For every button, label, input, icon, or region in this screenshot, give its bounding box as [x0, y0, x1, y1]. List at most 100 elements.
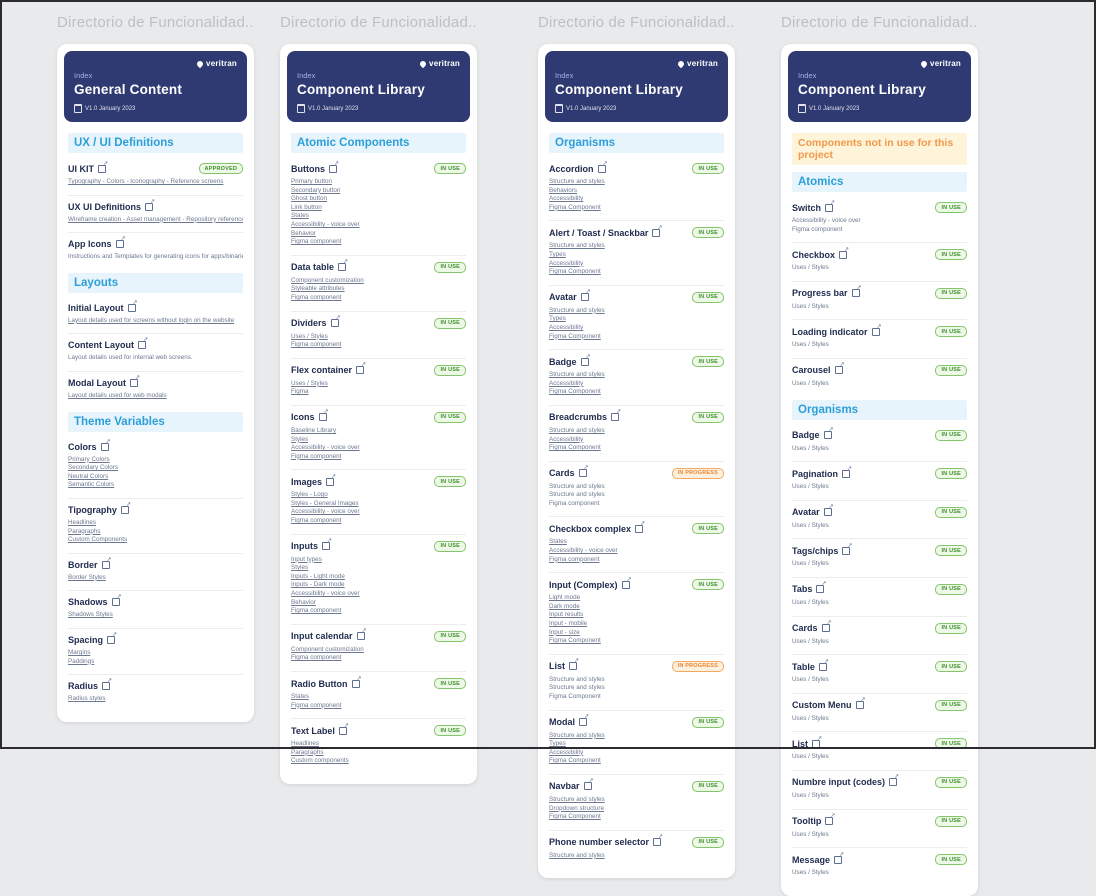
external-link-icon[interactable] [842, 466, 852, 478]
doc-link[interactable]: Radius styles [68, 695, 106, 703]
external-link-icon[interactable] [889, 774, 899, 787]
doc-link[interactable]: Figma Component [549, 444, 601, 452]
doc-link[interactable]: Figma component [291, 517, 342, 525]
external-link-icon[interactable] [569, 658, 579, 671]
doc-link[interactable]: Structure and styles [549, 242, 605, 250]
doc-link[interactable]: Uses / Styles [792, 714, 829, 722]
external-link-icon[interactable] [111, 594, 122, 607]
doc-link[interactable]: Accessibility [549, 323, 584, 331]
doc-link[interactable]: Accessibility [549, 435, 584, 443]
external-link-icon[interactable] [821, 620, 832, 633]
doc-link[interactable]: Secondary button [291, 186, 341, 194]
doc-link[interactable]: Uses / Styles [792, 830, 829, 838]
doc-link[interactable]: Figma component [549, 499, 600, 507]
external-link-icon[interactable] [611, 409, 621, 422]
external-link-icon[interactable] [635, 521, 645, 533]
doc-link[interactable]: Dropdown structure [549, 804, 604, 812]
doc-link[interactable]: Uses / Styles [291, 332, 328, 340]
doc-link[interactable]: Headlines [291, 740, 320, 748]
external-link-icon[interactable] [138, 337, 148, 350]
doc-link[interactable]: Uses / Styles [792, 791, 829, 799]
external-link-icon[interactable] [597, 161, 608, 173]
external-link-icon[interactable] [653, 834, 663, 847]
external-link-icon[interactable] [834, 852, 844, 864]
doc-link[interactable]: Baseline Library [291, 426, 337, 434]
doc-link[interactable]: Structure and styles [549, 795, 605, 803]
external-link-icon[interactable] [102, 678, 112, 691]
doc-link[interactable]: Structure and styles [549, 684, 605, 692]
doc-link[interactable]: Semantic Colors [68, 481, 115, 489]
doc-link[interactable]: Headlines [68, 518, 97, 526]
external-link-icon[interactable] [98, 161, 108, 173]
doc-link[interactable]: Types [549, 250, 566, 258]
doc-link[interactable]: Input - mobile [549, 620, 588, 628]
doc-link[interactable]: Accessibility - voice over [291, 220, 360, 228]
doc-link[interactable]: Uses / Styles [792, 521, 829, 529]
external-link-icon[interactable] [823, 504, 834, 517]
doc-link[interactable]: Custom Components [68, 536, 128, 544]
doc-link[interactable]: Uses / Styles [792, 637, 829, 645]
doc-link[interactable]: Paragraphs [68, 527, 101, 535]
doc-link[interactable]: Margins [68, 648, 91, 656]
doc-link[interactable]: Accessibility - voice over [291, 590, 360, 598]
doc-link[interactable]: Figma Component [549, 332, 601, 340]
doc-link[interactable]: Figma Component [549, 813, 601, 821]
doc-link[interactable]: Structure and styles [549, 371, 605, 379]
external-link-icon[interactable] [120, 502, 131, 514]
doc-link[interactable]: Typography - Colors - Iconography - Refe… [68, 178, 224, 185]
external-link-icon[interactable] [322, 538, 332, 551]
doc-link[interactable]: Paddings [68, 657, 95, 665]
doc-link[interactable]: Border Styles [68, 573, 106, 581]
doc-link[interactable]: Figma Component [549, 268, 601, 276]
doc-link[interactable]: Uses / Styles [792, 753, 829, 761]
doc-link[interactable]: Behavior [291, 229, 316, 237]
doc-link[interactable]: Figma Component [549, 637, 601, 645]
doc-link[interactable]: Input types [291, 555, 322, 563]
doc-link[interactable]: Uses / Styles [792, 676, 829, 684]
doc-link[interactable]: Structure and styles [549, 675, 605, 683]
doc-link[interactable]: Accessibility [549, 259, 584, 267]
doc-link[interactable]: Figma Component [549, 388, 601, 396]
doc-link[interactable]: Behavior [291, 598, 316, 606]
external-link-icon[interactable] [839, 247, 849, 259]
doc-link[interactable]: Uses / Styles [291, 379, 328, 387]
doc-link[interactable]: Instructions and Templates for generatin… [68, 253, 243, 261]
doc-link[interactable]: Custom components [291, 757, 349, 765]
doc-link[interactable]: Uses / Styles [792, 264, 829, 272]
doc-link[interactable]: Uses / Styles [792, 483, 829, 491]
doc-link[interactable]: Ghost button [291, 195, 328, 203]
doc-link[interactable]: Figma component [291, 238, 342, 246]
doc-link[interactable]: Component customization [291, 645, 364, 653]
doc-link[interactable]: Figma Component [549, 693, 601, 700]
doc-link[interactable]: Link button [291, 203, 322, 211]
doc-link[interactable]: Figma component [291, 341, 342, 349]
frame-title[interactable]: Directorio de Funcionalidad... [280, 14, 477, 31]
external-link-icon[interactable] [356, 362, 366, 375]
external-link-icon[interactable] [818, 659, 829, 671]
external-link-icon[interactable] [115, 236, 126, 249]
doc-link[interactable]: Light mode [549, 594, 581, 602]
external-link-icon[interactable] [338, 723, 349, 735]
doc-link[interactable]: Neutral Colors [68, 472, 109, 480]
doc-link[interactable]: Accessibility [549, 195, 584, 203]
doc-link[interactable]: Structure and styles [549, 491, 605, 499]
doc-link[interactable]: Accessibility [549, 379, 584, 387]
doc-link[interactable]: Types [549, 740, 566, 748]
external-link-icon[interactable] [351, 676, 362, 688]
external-link-icon[interactable] [812, 736, 822, 748]
external-link-icon[interactable] [107, 632, 117, 644]
doc-link[interactable]: Accessibility - voice over [291, 444, 360, 452]
doc-link[interactable]: Styleable attributes [291, 285, 345, 293]
frame-title[interactable]: Directorio de Funcionalidad... [781, 14, 978, 31]
external-link-icon[interactable] [356, 628, 367, 641]
doc-link[interactable]: Structure and styles [549, 306, 605, 314]
doc-link[interactable]: Paragraphs [291, 748, 324, 756]
doc-link[interactable]: States [549, 538, 567, 546]
doc-link[interactable]: Behaviors [549, 186, 578, 194]
external-link-icon[interactable] [834, 362, 845, 375]
doc-link[interactable]: Uses / Styles [792, 341, 829, 349]
external-link-icon[interactable] [329, 161, 339, 173]
doc-link[interactable]: Structure and styles [549, 731, 605, 739]
frame-title[interactable]: Directorio de Funcionalidad... [57, 14, 254, 31]
doc-link[interactable]: Primary Colors [68, 455, 110, 463]
